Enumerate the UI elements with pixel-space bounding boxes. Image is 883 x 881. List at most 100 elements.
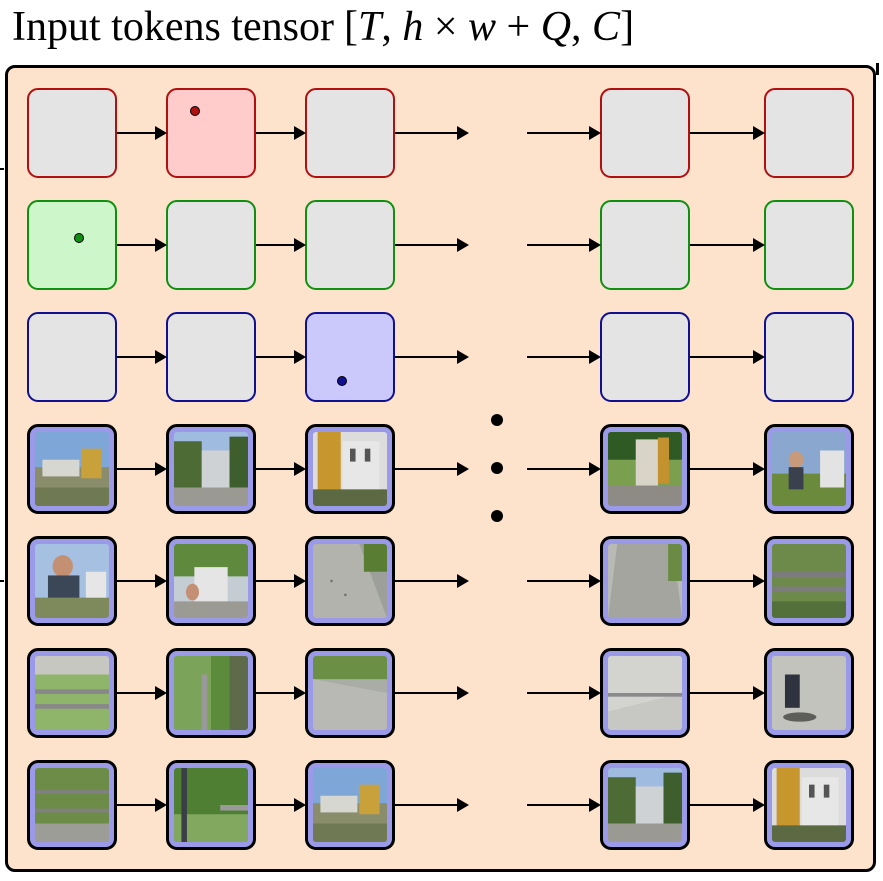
arrow-connector — [256, 798, 306, 812]
frame-patch-token — [166, 648, 256, 738]
query-token-blue — [600, 312, 690, 402]
arrow-connector — [527, 574, 601, 588]
frame-patch-image — [313, 768, 387, 842]
arrow-connector — [117, 686, 167, 700]
arrow-connector — [117, 798, 167, 812]
frame-patch-token — [27, 760, 117, 850]
title-text: Input tokens tensor — [12, 4, 334, 50]
arrow-connector — [690, 350, 765, 364]
frame-patch-image — [608, 656, 682, 730]
query-token-blue — [166, 312, 256, 402]
arrow-connector — [256, 238, 306, 252]
query-token-red — [27, 88, 117, 178]
query-token-blue — [764, 312, 854, 402]
arrow-connector — [527, 350, 601, 364]
frame-patch-image — [35, 656, 109, 730]
frame-patch-token — [27, 536, 117, 626]
arrow-connector — [690, 574, 765, 588]
frame-patch-image — [35, 768, 109, 842]
frame-patch-image — [313, 656, 387, 730]
frame-patch-token — [305, 536, 395, 626]
frame-patch-token — [27, 648, 117, 738]
arrow-connector — [395, 574, 469, 588]
frame-patch-image — [313, 432, 387, 506]
frame-patch-token — [305, 648, 395, 738]
arrow-connector — [256, 574, 306, 588]
left-edge-tick — [0, 580, 4, 582]
frame-patch-image — [174, 544, 248, 618]
frame-patch-token — [600, 424, 690, 514]
frame-patch-token — [305, 760, 395, 850]
arrow-connector — [690, 798, 765, 812]
query-token-green — [305, 200, 395, 290]
ellipsis-dot — [491, 462, 503, 474]
query-token-blue — [27, 312, 117, 402]
arrow-connector — [117, 350, 167, 364]
query-point-red — [190, 106, 200, 116]
arrow-connector — [690, 238, 765, 252]
arrow-connector — [690, 686, 765, 700]
arrow-connector — [256, 350, 306, 364]
frame-patch-image — [772, 768, 846, 842]
arrow-connector — [395, 126, 469, 140]
query-token-green-highlighted — [27, 200, 117, 290]
frame-patch-token — [166, 424, 256, 514]
frame-patch-image — [608, 544, 682, 618]
query-token-green — [600, 200, 690, 290]
arrow-connector — [395, 238, 469, 252]
query-token-red — [305, 88, 395, 178]
frame-patch-token — [764, 424, 854, 514]
ellipsis-dot — [491, 414, 503, 426]
frame-patch-token — [764, 536, 854, 626]
query-token-red-highlighted — [166, 88, 256, 178]
arrow-connector — [256, 126, 306, 140]
arrow-connector — [690, 126, 765, 140]
query-token-green — [764, 200, 854, 290]
left-edge-tick — [0, 168, 4, 170]
arrow-connector — [527, 686, 601, 700]
frame-patch-token — [305, 424, 395, 514]
frame-patch-token — [166, 536, 256, 626]
frame-patch-image — [313, 544, 387, 618]
query-token-red — [764, 88, 854, 178]
ellipsis-dot — [491, 510, 503, 522]
frame-patch-image — [608, 768, 682, 842]
frame-patch-token — [600, 648, 690, 738]
arrow-connector — [527, 462, 601, 476]
frame-patch-image — [35, 432, 109, 506]
arrow-connector — [395, 462, 469, 476]
arrow-connector — [117, 126, 167, 140]
frame-patch-image — [608, 432, 682, 506]
frame-patch-token — [166, 760, 256, 850]
frame-patch-image — [174, 768, 248, 842]
frame-patch-token — [764, 760, 854, 850]
right-edge-tick — [876, 63, 879, 75]
title-math: [T, h × w + Q, C] — [343, 4, 635, 50]
frame-patch-image — [35, 544, 109, 618]
arrow-connector — [527, 238, 601, 252]
frame-patch-token — [600, 760, 690, 850]
frame-patch-image — [772, 656, 846, 730]
arrow-connector — [527, 798, 601, 812]
arrow-connector — [117, 574, 167, 588]
arrow-connector — [527, 126, 601, 140]
frame-patch-image — [174, 432, 248, 506]
arrow-connector — [256, 462, 306, 476]
arrow-connector — [690, 462, 765, 476]
arrow-connector — [256, 686, 306, 700]
frame-patch-token — [764, 648, 854, 738]
frame-patch-image — [772, 544, 846, 618]
frame-patch-image — [772, 432, 846, 506]
arrow-connector — [395, 686, 469, 700]
arrow-connector — [117, 238, 167, 252]
query-point-green — [74, 233, 84, 243]
query-token-blue-highlighted — [305, 312, 395, 402]
diagram-title: Input tokens tensor [T, h × w + Q, C] — [12, 2, 634, 52]
frame-patch-image — [174, 656, 248, 730]
frame-patch-token — [27, 424, 117, 514]
arrow-connector — [395, 350, 469, 364]
arrow-connector — [117, 462, 167, 476]
query-token-red — [600, 88, 690, 178]
frame-patch-token — [600, 536, 690, 626]
query-point-blue — [337, 376, 347, 386]
